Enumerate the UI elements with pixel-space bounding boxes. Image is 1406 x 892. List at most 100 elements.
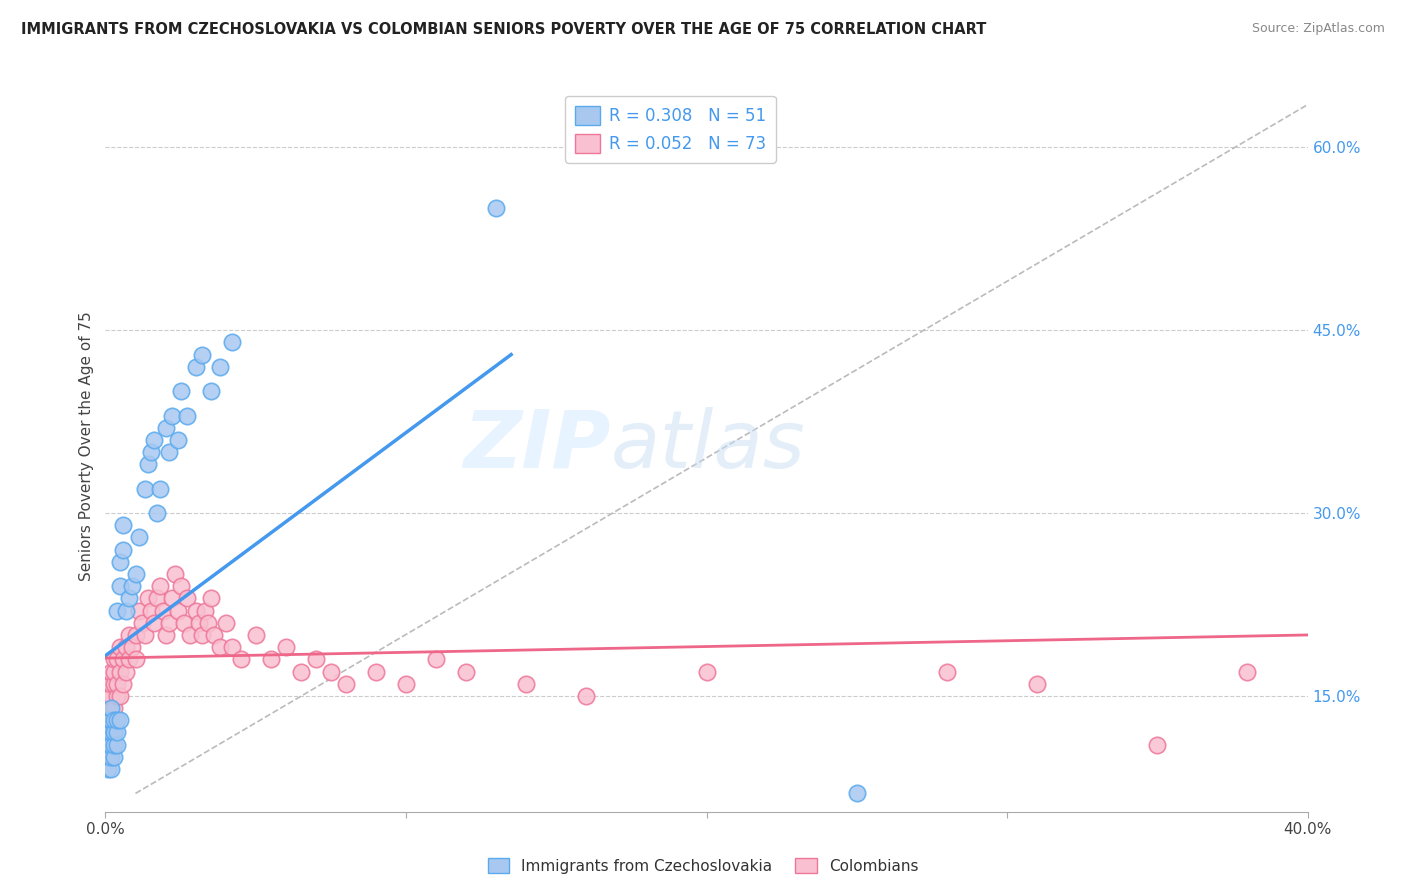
Point — [160, 409, 183, 423]
Point — [112, 676, 135, 690]
Point — [190, 628, 212, 642]
Point — [112, 652, 135, 666]
Point — [107, 652, 129, 666]
Point — [100, 676, 122, 690]
Point — [173, 615, 195, 630]
Point — [134, 628, 156, 642]
Point — [110, 579, 132, 593]
Point — [107, 725, 129, 739]
Legend: Immigrants from Czechoslovakia, Colombians: Immigrants from Czechoslovakia, Colombia… — [481, 852, 925, 880]
Point — [136, 457, 159, 471]
Point — [157, 615, 180, 630]
Point — [274, 640, 297, 655]
Point — [134, 482, 156, 496]
Point — [214, 615, 236, 630]
Point — [136, 591, 159, 606]
Point — [139, 445, 162, 459]
Point — [176, 591, 198, 606]
Y-axis label: Seniors Poverty Over the Age of 75: Seniors Poverty Over the Age of 75 — [79, 311, 94, 581]
Point — [124, 652, 146, 666]
Point — [103, 652, 125, 666]
Point — [97, 714, 120, 728]
Point — [260, 652, 283, 666]
Point — [145, 591, 167, 606]
Point — [179, 628, 201, 642]
Point — [128, 603, 150, 617]
Point — [290, 665, 312, 679]
Point — [103, 738, 125, 752]
Point — [97, 738, 120, 752]
Point — [208, 359, 231, 374]
Point — [245, 628, 267, 642]
Point — [107, 689, 129, 703]
Point — [157, 445, 180, 459]
Point — [131, 615, 153, 630]
Point — [103, 665, 125, 679]
Point — [100, 714, 122, 728]
Point — [100, 689, 122, 703]
Legend: R = 0.308   N = 51, R = 0.052   N = 73: R = 0.308 N = 51, R = 0.052 N = 73 — [565, 96, 776, 162]
Point — [1026, 676, 1049, 690]
Point — [845, 787, 868, 801]
Point — [1236, 665, 1258, 679]
Point — [97, 701, 120, 715]
Point — [229, 652, 252, 666]
Point — [124, 628, 146, 642]
Point — [184, 603, 207, 617]
Point — [187, 615, 209, 630]
Point — [200, 384, 222, 398]
Point — [100, 665, 122, 679]
Point — [166, 603, 188, 617]
Point — [145, 506, 167, 520]
Point — [103, 701, 125, 715]
Point — [103, 725, 125, 739]
Point — [107, 714, 129, 728]
Point — [103, 714, 125, 728]
Text: IMMIGRANTS FROM CZECHOSLOVAKIA VS COLOMBIAN SENIORS POVERTY OVER THE AGE OF 75 C: IMMIGRANTS FROM CZECHOSLOVAKIA VS COLOMB… — [21, 22, 987, 37]
Point — [148, 579, 170, 593]
Point — [110, 689, 132, 703]
Point — [107, 676, 129, 690]
Point — [155, 628, 177, 642]
Point — [166, 433, 188, 447]
Point — [103, 749, 125, 764]
Point — [454, 665, 477, 679]
Point — [1146, 738, 1168, 752]
Point — [115, 603, 138, 617]
Point — [97, 725, 120, 739]
Point — [110, 640, 132, 655]
Point — [121, 579, 143, 593]
Point — [515, 676, 537, 690]
Point — [194, 603, 217, 617]
Point — [110, 714, 132, 728]
Point — [335, 676, 357, 690]
Point — [100, 749, 122, 764]
Point — [364, 665, 387, 679]
Point — [305, 652, 328, 666]
Point — [202, 628, 225, 642]
Point — [319, 665, 342, 679]
Point — [97, 676, 120, 690]
Point — [139, 603, 162, 617]
Point — [110, 665, 132, 679]
Point — [485, 201, 508, 215]
Point — [176, 409, 198, 423]
Point — [142, 615, 165, 630]
Point — [118, 591, 141, 606]
Point — [575, 689, 598, 703]
Point — [163, 567, 186, 582]
Point — [200, 591, 222, 606]
Point — [107, 738, 129, 752]
Point — [115, 665, 138, 679]
Point — [103, 676, 125, 690]
Point — [115, 640, 138, 655]
Point — [97, 689, 120, 703]
Point — [118, 652, 141, 666]
Text: ZIP: ZIP — [463, 407, 610, 485]
Point — [425, 652, 447, 666]
Point — [169, 384, 191, 398]
Point — [97, 749, 120, 764]
Point — [395, 676, 418, 690]
Point — [124, 567, 146, 582]
Point — [142, 433, 165, 447]
